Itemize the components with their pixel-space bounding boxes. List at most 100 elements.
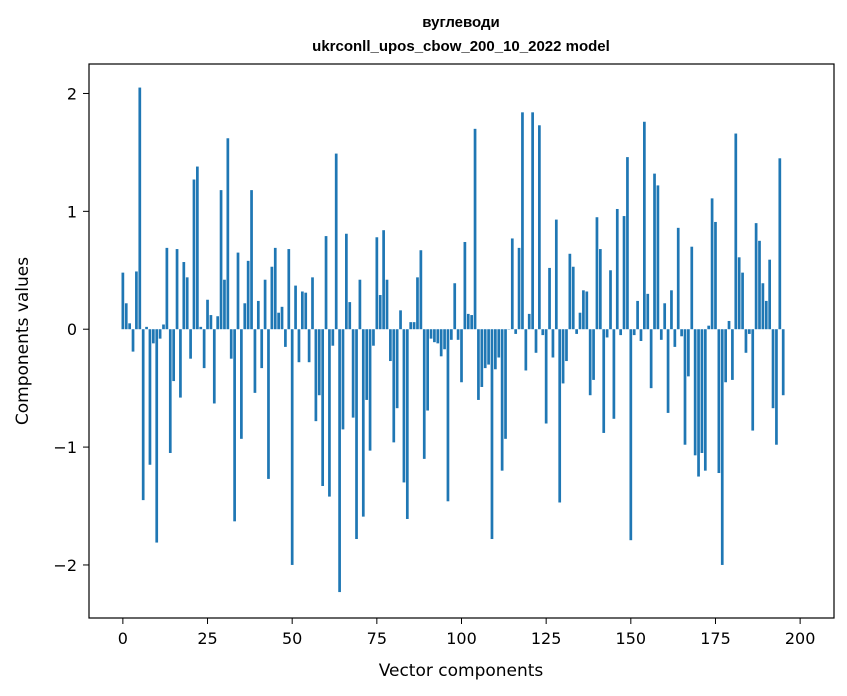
bar-113 (504, 329, 507, 439)
bar-177 (720, 329, 724, 565)
bar-175 (714, 221, 717, 330)
bar-107 (483, 329, 487, 369)
bar-77 (382, 230, 385, 330)
bar-65 (341, 329, 345, 430)
bar-7 (145, 326, 148, 330)
y-tick-label--2: −2 (53, 556, 77, 575)
bar-148 (622, 216, 626, 330)
bar-19 (185, 277, 189, 330)
bar-106 (480, 329, 484, 387)
bar-101 (463, 241, 467, 330)
bar-74 (372, 329, 375, 346)
bar-80 (392, 329, 396, 443)
bars-group (121, 87, 785, 593)
bar-33 (233, 329, 236, 522)
bar-194 (778, 158, 782, 330)
bar-76 (378, 295, 382, 330)
bar-195 (781, 329, 785, 396)
bar-20 (189, 329, 192, 359)
bar-120 (527, 313, 531, 330)
bar-108 (487, 329, 490, 365)
bar-183 (741, 272, 744, 330)
bar-78 (385, 279, 389, 330)
bar-1 (124, 303, 128, 330)
bar-85 (409, 322, 413, 330)
bar-182 (737, 257, 741, 330)
bar-112 (500, 329, 504, 471)
bar-58 (317, 329, 321, 396)
bar-69 (355, 329, 358, 540)
bar-134 (575, 329, 578, 334)
bar-141 (598, 249, 602, 330)
bar-28 (216, 316, 220, 330)
bar-127 (551, 329, 555, 358)
bar-31 (226, 138, 230, 330)
y-tick-label--1: −1 (53, 438, 77, 457)
bar-102 (466, 313, 470, 330)
bar-15 (172, 329, 176, 382)
bar-174 (710, 198, 714, 330)
bar-68 (351, 329, 355, 418)
bar-73 (368, 329, 372, 451)
bar-27 (212, 329, 216, 404)
bar-82 (399, 310, 402, 330)
bar-190 (764, 300, 768, 330)
bar-193 (775, 329, 778, 445)
bar-168 (690, 246, 694, 330)
bar-2 (128, 323, 131, 330)
bar-24 (202, 329, 206, 369)
bar-121 (531, 112, 534, 330)
bar-149 (626, 157, 629, 330)
bar-53 (300, 291, 304, 330)
bar-124 (541, 329, 545, 336)
bar-117 (517, 247, 521, 330)
bar-37 (246, 260, 250, 330)
bar-75 (375, 237, 379, 330)
bar-38 (250, 190, 253, 330)
bar-60 (324, 236, 328, 330)
bar-145 (612, 329, 616, 419)
bar-186 (751, 329, 755, 431)
bar-171 (700, 329, 704, 453)
bar-5 (138, 87, 142, 330)
bar-22 (196, 166, 199, 330)
bar-126 (548, 267, 551, 330)
bar-55 (307, 329, 311, 363)
bar-129 (558, 329, 562, 503)
chart-subtitle: ukrconll_upos_cbow_200_10_2022 model (312, 38, 610, 55)
bar-122 (534, 329, 538, 353)
x-tick-label-200: 200 (785, 629, 816, 648)
bar-57 (314, 329, 318, 422)
bar-97 (449, 329, 453, 340)
bar-17 (179, 329, 182, 398)
bar-49 (287, 249, 291, 330)
bar-93 (436, 329, 440, 344)
chart-title: вуглеводи (422, 14, 499, 31)
bar-36 (243, 303, 247, 330)
bar-164 (676, 227, 680, 330)
bar-155 (646, 293, 650, 330)
bar-137 (585, 291, 589, 330)
bar-109 (490, 329, 494, 540)
bar-83 (402, 329, 406, 483)
bar-88 (419, 250, 423, 330)
x-tick-label-25: 25 (197, 629, 217, 648)
bar-153 (639, 329, 643, 341)
bar-90 (426, 329, 429, 411)
bar-135 (578, 312, 582, 330)
bar-18 (182, 262, 186, 330)
bar-40 (256, 300, 260, 330)
bar-70 (358, 279, 362, 330)
bar-165 (680, 329, 683, 337)
bar-52 (297, 329, 301, 363)
bar-130 (561, 329, 565, 384)
bar-30 (223, 279, 226, 330)
bar-84 (405, 329, 409, 519)
bar-21 (192, 179, 196, 330)
bar-161 (666, 329, 670, 413)
bar-86 (412, 322, 416, 330)
bar-44 (270, 266, 274, 330)
bar-123 (538, 125, 541, 330)
bar-154 (643, 121, 646, 330)
